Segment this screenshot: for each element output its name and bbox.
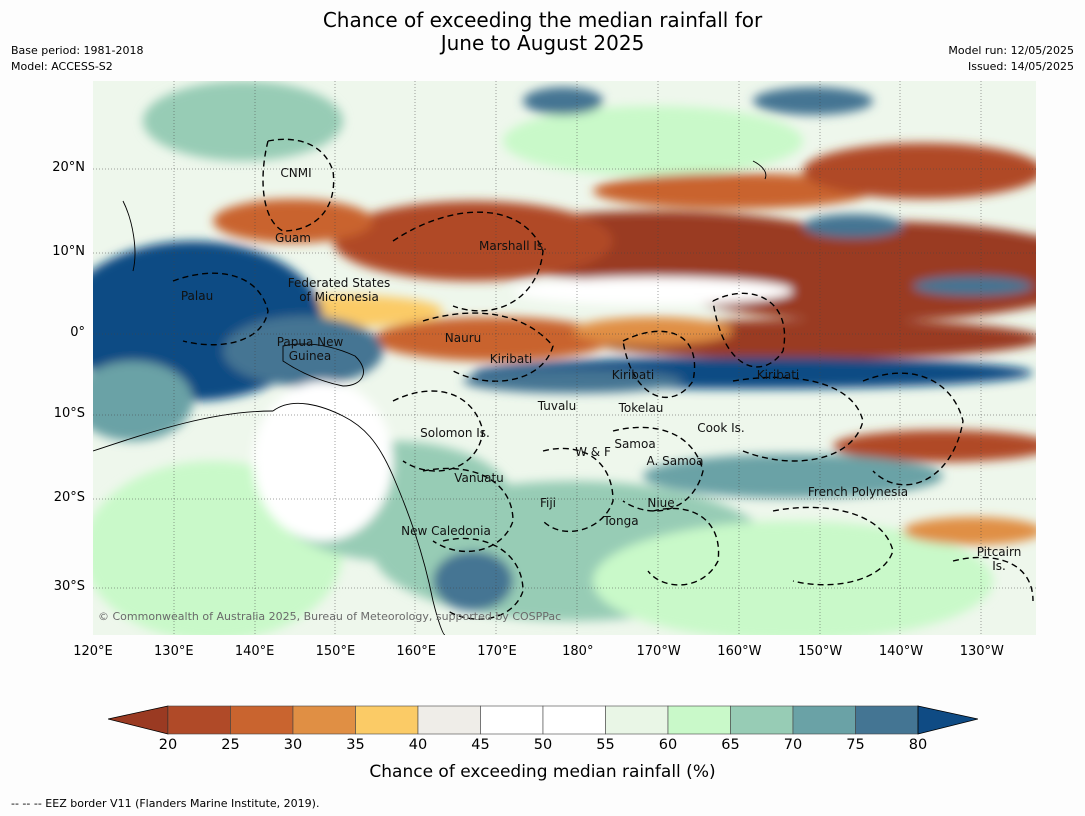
rainfall-map: CNMI Guam Marshall Is. Federated States of M… xyxy=(93,81,1036,635)
lon-tick-label: 150°E xyxy=(315,644,356,659)
colorbar-swatch xyxy=(480,705,544,735)
colorbar-swatch xyxy=(355,705,419,735)
colorbar-tick-label: 50 xyxy=(533,737,553,753)
place-label-20: French Polynesia xyxy=(807,485,909,499)
colorbar-swatch xyxy=(730,705,794,735)
colorbar-extend-high xyxy=(917,705,978,735)
place-label-4: Palau xyxy=(180,289,214,303)
colorbar-swatch xyxy=(417,705,481,735)
lon-tick-label: 140°W xyxy=(878,644,924,659)
base-period-text: Base period: 1981-2018 xyxy=(11,44,144,57)
model-text: Model: ACCESS-S2 xyxy=(11,60,113,73)
place-label-10: Tuvalu xyxy=(537,399,577,413)
lon-tick-label: 120°E xyxy=(73,644,113,659)
colorbar-tick-label: 25 xyxy=(221,737,240,753)
colorbar-tick-label: 45 xyxy=(471,737,490,753)
lat-tick-label: 10°N xyxy=(52,244,85,259)
lon-tick-label: 160°E xyxy=(396,644,436,659)
colorbar-swatch xyxy=(667,705,731,735)
place-label-18: Fiji xyxy=(539,496,557,510)
place-label-7: Kiribati xyxy=(489,352,533,366)
colorbar-swatch xyxy=(792,705,856,735)
place-label-22: New Caledonia xyxy=(401,524,491,538)
place-label-11: Tokelau xyxy=(618,401,664,415)
place-label-17: Vanuatu xyxy=(454,471,504,485)
colorbar-tick-label: 60 xyxy=(658,737,678,753)
place-label-1: Guam xyxy=(275,231,311,245)
colorbar-tick-label: 65 xyxy=(721,737,740,753)
colorbar-swatch xyxy=(167,705,231,735)
place-label-9: Kiribati xyxy=(756,368,800,382)
graticule xyxy=(93,81,1036,635)
colorbar-swatch xyxy=(292,705,356,735)
colorbar-swatch xyxy=(230,705,294,735)
colorbar-tick-label: 35 xyxy=(346,737,365,753)
chart-title-line1: Chance of exceeding the median rainfall … xyxy=(322,8,763,32)
model-run-text: Model run: 12/05/2025 xyxy=(948,44,1074,57)
place-label-23: Pitcairn Is. xyxy=(976,545,1022,573)
colorbar-swatch xyxy=(605,705,669,735)
lon-tick-label: 150°W xyxy=(798,644,843,659)
place-label-16: A. Samoa xyxy=(646,454,704,468)
place-label-6: Papua New Guinea xyxy=(276,335,344,363)
lon-tick-label: 160°W xyxy=(717,644,762,659)
colorbar-tick-label: 80 xyxy=(908,737,928,753)
colorbar-tick-label: 75 xyxy=(846,737,865,753)
lon-tick-label: 170°E xyxy=(477,644,517,659)
lat-tick-label: 20°N xyxy=(52,160,85,175)
rainfall-field xyxy=(93,81,1036,635)
map-svg xyxy=(93,81,1036,635)
eez-borders xyxy=(172,138,1034,620)
colorbar xyxy=(108,705,978,735)
colorbar-swatch xyxy=(542,705,606,735)
colorbar-title: Chance of exceeding median rainfall (%) xyxy=(369,762,716,782)
place-label-2: Marshall Is. xyxy=(479,239,547,253)
eez-legend-footer: -- -- -- EEZ border V11 (Flanders Marine… xyxy=(11,797,320,810)
colorbar-tick-label: 70 xyxy=(783,737,803,753)
lon-tick-label: 180° xyxy=(562,644,594,659)
place-label-14: Samoa xyxy=(614,437,656,451)
colorbar-tick-label: 40 xyxy=(408,737,428,753)
lat-tick-label: 10°S xyxy=(53,406,85,421)
colorbar-extend-low xyxy=(108,705,169,735)
place-label-3: Federated States of Micronesia xyxy=(287,276,391,304)
place-label-8: Kiribati xyxy=(611,368,655,382)
place-label-13: Solomon Is. xyxy=(420,426,490,440)
colorbar-tick-label: 30 xyxy=(283,737,303,753)
lon-tick-label: 140°E xyxy=(234,644,275,659)
place-label-15: W & F xyxy=(575,445,611,459)
issued-text: Issued: 14/05/2025 xyxy=(967,60,1074,73)
copyright-text: © Commonwealth of Australia 2025, Bureau… xyxy=(98,610,562,623)
lat-tick-label: 0° xyxy=(70,325,85,340)
place-label-0: CNMI xyxy=(280,166,312,180)
place-label-21: Tonga xyxy=(603,514,639,528)
coastlines xyxy=(93,160,767,635)
lat-tick-label: 30°S xyxy=(53,579,85,594)
place-label-5: Nauru xyxy=(444,331,482,345)
lon-tick-label: 170°W xyxy=(636,644,681,659)
chart-title-line2: June to August 2025 xyxy=(440,31,645,55)
lat-tick-label: 20°S xyxy=(53,490,85,505)
colorbar-tick-label: 55 xyxy=(596,737,615,753)
place-label-19: Niue xyxy=(647,496,675,510)
lon-tick-label: 130°W xyxy=(959,644,1004,659)
colorbar-swatch xyxy=(855,705,919,735)
lon-tick-label: 130°E xyxy=(154,644,194,659)
place-label-12: Cook Is. xyxy=(697,421,745,435)
colorbar-tick-label: 20 xyxy=(158,737,178,753)
